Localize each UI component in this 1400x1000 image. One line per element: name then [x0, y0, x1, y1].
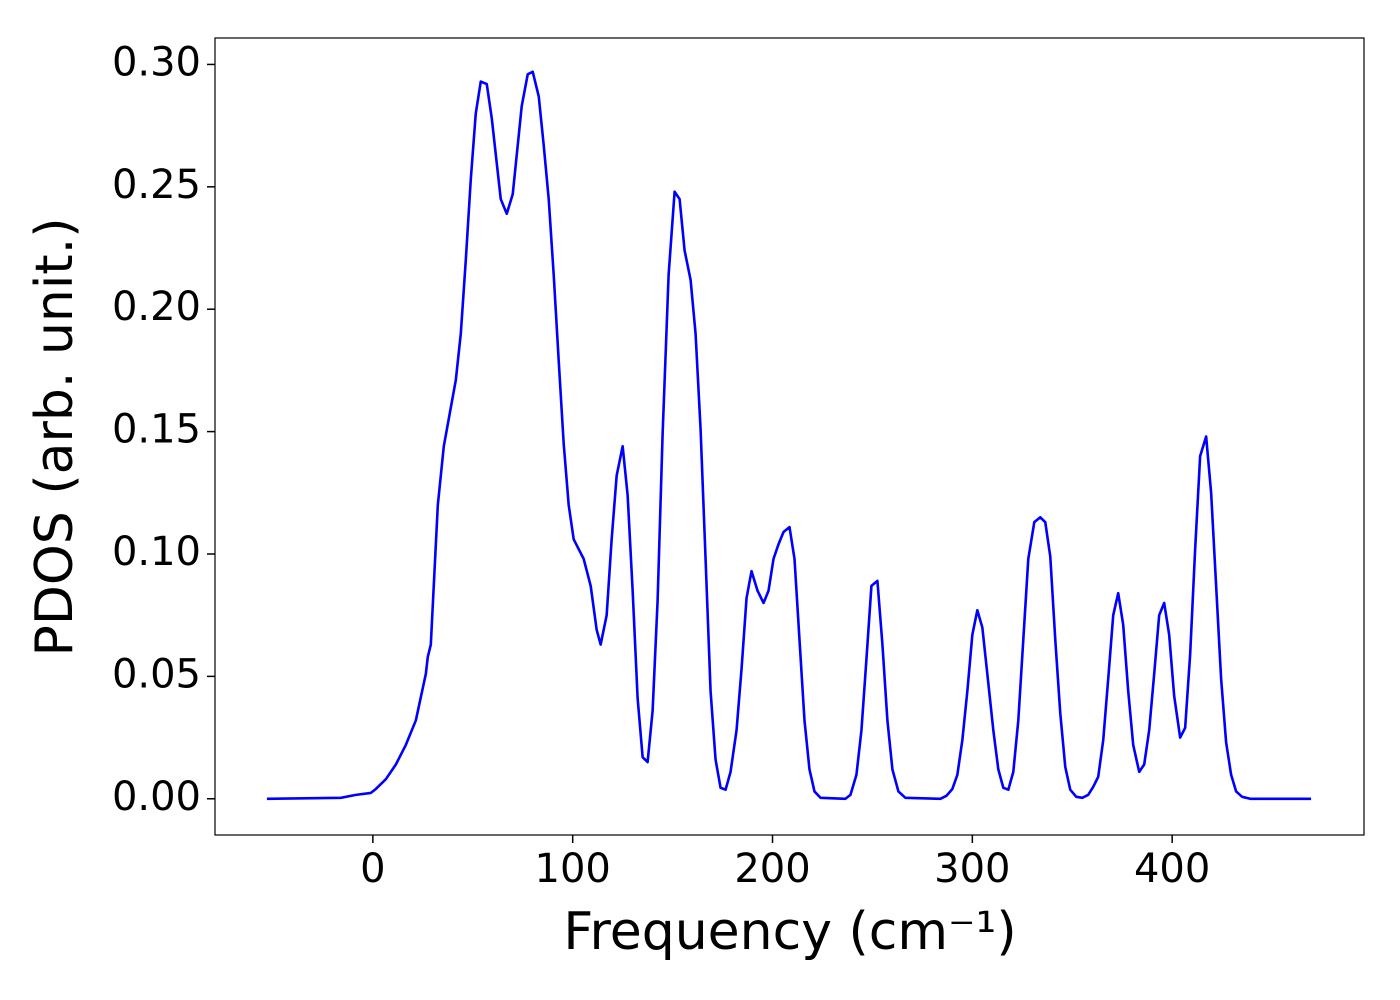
y-tick-label: 0.20 — [112, 284, 201, 330]
x-tick-label: 200 — [734, 846, 810, 892]
y-tick-label: 0.30 — [112, 39, 201, 85]
plot-frame — [214, 37, 1365, 836]
x-tick-label: 100 — [535, 846, 611, 892]
y-tick-label: 0.15 — [112, 407, 201, 453]
x-tick-label: 0 — [360, 846, 385, 892]
y-tick-label: 0.10 — [112, 529, 201, 575]
y-tick-label: 0.25 — [112, 162, 201, 208]
y-axis-label: PDOS (arb. unit.) — [25, 217, 85, 656]
line — [266, 70, 1312, 801]
x-axis-label: Frequency (cm⁻¹) — [563, 902, 1016, 962]
y-tick-label: 0.00 — [112, 774, 201, 820]
x-tick-label: 400 — [1134, 846, 1210, 892]
y-tick-label: 0.05 — [112, 651, 201, 697]
x-tick-label: 300 — [934, 846, 1010, 892]
